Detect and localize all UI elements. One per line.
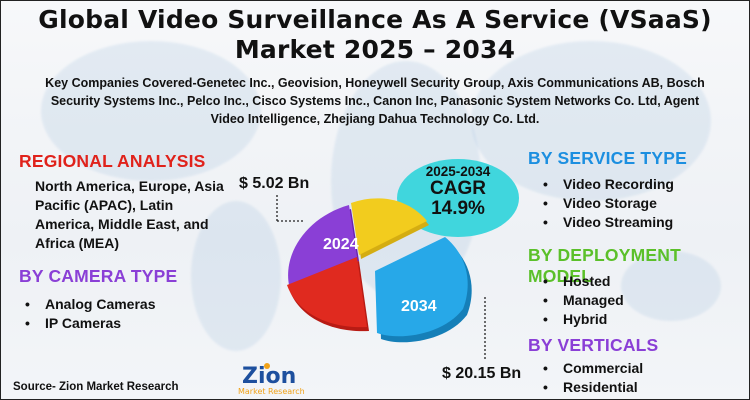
- list-item: Managed: [537, 291, 624, 310]
- year-2034-label: 2034: [401, 298, 437, 315]
- pie-slice-purple: [288, 205, 359, 289]
- deployment-model-list: Hosted Managed Hybrid: [537, 272, 624, 329]
- map-background-north-america: [41, 41, 261, 181]
- regional-analysis-heading: REGIONAL ANALYSIS: [19, 151, 206, 171]
- pie-graphic: 2024 2034: [276, 195, 486, 361]
- service-type-heading: BY SERVICE TYPE: [528, 148, 687, 168]
- map-background-south-america: [191, 201, 281, 351]
- verticals-list: Commercial Residential: [537, 359, 643, 397]
- list-item: Hybrid: [537, 310, 624, 329]
- service-type-list: Video Recording Video Storage Video Stre…: [537, 175, 674, 232]
- value-2034-label: $ 20.15 Bn: [442, 365, 522, 382]
- source-note: Source- Zion Market Research: [13, 381, 179, 393]
- camera-type-list: Analog Cameras IP Cameras: [19, 295, 155, 333]
- cagr-years: 2025-2034: [425, 164, 491, 179]
- pie-slice-yellow: [351, 198, 429, 259]
- list-item: Commercial: [537, 359, 643, 378]
- title-line-2: Market 2025 – 2034: [234, 35, 516, 64]
- svg-text:Market Research: Market Research: [238, 387, 305, 396]
- page-title: Global Video Surveillance As A Service (…: [1, 5, 749, 65]
- title-line-1: Global Video Surveillance As A Service (…: [38, 5, 712, 34]
- year-2024-label: 2024: [323, 236, 359, 253]
- list-item: Video Streaming: [537, 213, 674, 232]
- key-companies-text: Key Companies Covered-Genetec Inc., Geov…: [45, 76, 705, 126]
- list-item: Analog Cameras: [19, 295, 155, 314]
- zion-logo: Zion Market Research: [238, 363, 305, 396]
- list-item: Video Storage: [537, 194, 674, 213]
- value-2024-label: $ 5.02 Bn: [239, 175, 310, 192]
- regional-analysis-text: North America, Europe, Asia Pacific (APA…: [35, 178, 224, 251]
- pie-slice-blue: [375, 237, 472, 343]
- cagr-label: CAGR: [430, 178, 486, 199]
- verticals-heading: BY VERTICALS: [528, 335, 659, 355]
- pie-slice-red: [287, 257, 369, 332]
- list-item: IP Cameras: [19, 314, 155, 333]
- list-item: Hosted: [537, 272, 624, 291]
- cagr-value: 14.9%: [431, 198, 485, 219]
- camera-type-heading: BY CAMERA TYPE: [19, 266, 178, 286]
- list-item: Video Recording: [537, 175, 674, 194]
- cagr-bubble: 2025-2034 CAGR 14.9%: [397, 159, 519, 237]
- list-item: Residential: [537, 378, 643, 397]
- svg-text:Zion: Zion: [242, 364, 296, 389]
- map-background-australia: [621, 251, 721, 321]
